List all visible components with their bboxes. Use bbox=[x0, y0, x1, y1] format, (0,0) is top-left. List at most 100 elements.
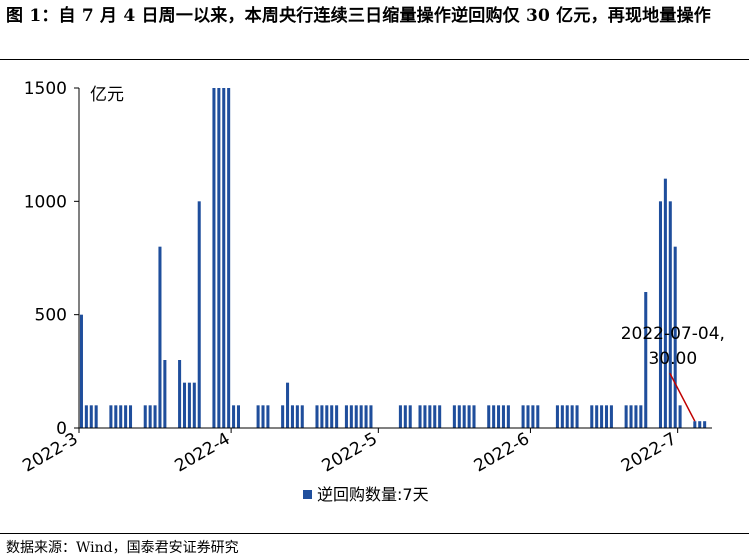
bar bbox=[236, 405, 240, 428]
bar bbox=[354, 405, 358, 428]
source-note: 数据来源：Wind，国泰君安证券研究 bbox=[6, 540, 239, 556]
bar bbox=[217, 88, 221, 428]
bar bbox=[604, 405, 609, 428]
annotation-date: 2022-07-04, bbox=[621, 324, 725, 344]
bar bbox=[94, 405, 98, 428]
x-tick-label: 2022-4 bbox=[171, 429, 233, 476]
bar bbox=[187, 382, 191, 428]
bar bbox=[531, 405, 535, 428]
bar bbox=[452, 405, 456, 428]
bar bbox=[364, 405, 368, 428]
bar bbox=[595, 405, 599, 428]
unit-label: 亿元 bbox=[90, 85, 124, 105]
bar bbox=[227, 88, 231, 428]
bar bbox=[158, 246, 162, 428]
bar-series bbox=[79, 88, 707, 428]
bar bbox=[256, 405, 260, 428]
bar bbox=[330, 405, 334, 428]
bar bbox=[315, 405, 319, 428]
bar bbox=[560, 405, 564, 428]
bar bbox=[467, 405, 471, 428]
bar bbox=[129, 405, 133, 428]
bar bbox=[624, 405, 628, 428]
bar bbox=[182, 382, 187, 428]
bar bbox=[359, 405, 363, 428]
bar bbox=[325, 405, 329, 428]
bar bbox=[349, 405, 353, 428]
bar bbox=[565, 405, 569, 428]
bar bbox=[290, 405, 294, 428]
bar bbox=[472, 405, 476, 428]
source-rule bbox=[0, 533, 749, 534]
bar bbox=[487, 405, 491, 428]
bar bbox=[369, 405, 373, 428]
bar bbox=[408, 405, 412, 428]
x-tick-label: 2022-3 bbox=[19, 429, 81, 476]
bar bbox=[658, 201, 662, 428]
bar bbox=[492, 405, 496, 428]
bar bbox=[639, 405, 643, 428]
bar bbox=[521, 405, 525, 428]
bar bbox=[89, 405, 93, 428]
bar bbox=[178, 360, 182, 428]
y-tick-label: 500 bbox=[35, 306, 67, 326]
annotation-value: 30.00 bbox=[648, 349, 697, 369]
bar bbox=[197, 201, 201, 428]
annotation: 2022-07-04, 30.00 bbox=[621, 324, 725, 422]
bar bbox=[124, 405, 128, 428]
bar bbox=[433, 405, 437, 428]
bar bbox=[300, 405, 304, 428]
bar bbox=[678, 405, 682, 428]
bar bbox=[575, 405, 579, 428]
legend-label: 逆回购数量:7天 bbox=[317, 485, 429, 504]
bar bbox=[109, 405, 113, 428]
bar bbox=[526, 405, 530, 428]
x-ticks: 2022-3 2022-4 2022-5 2022-6 2022-7 bbox=[19, 428, 680, 476]
bar bbox=[281, 405, 285, 428]
bar bbox=[703, 421, 707, 428]
bar bbox=[266, 405, 270, 428]
annotation-leader-line bbox=[669, 372, 696, 422]
bar bbox=[497, 405, 501, 428]
bar bbox=[673, 246, 677, 428]
bar bbox=[84, 405, 88, 428]
bar bbox=[462, 405, 466, 428]
bar bbox=[634, 405, 638, 428]
bar bbox=[644, 292, 648, 428]
bar bbox=[403, 405, 407, 428]
bar bbox=[232, 405, 236, 428]
bar bbox=[344, 405, 348, 428]
bar bbox=[261, 405, 265, 428]
legend-swatch bbox=[303, 490, 312, 499]
bar bbox=[119, 405, 123, 428]
bar bbox=[79, 314, 83, 428]
bar bbox=[423, 405, 427, 428]
bar bbox=[295, 405, 299, 428]
bar bbox=[600, 405, 604, 428]
bar bbox=[663, 178, 667, 428]
bar bbox=[148, 405, 152, 428]
bar bbox=[590, 405, 594, 428]
bar bbox=[457, 405, 461, 428]
bar bbox=[570, 405, 574, 428]
y-tick-label: 0 bbox=[56, 419, 67, 439]
y-tick-label: 1000 bbox=[24, 192, 67, 212]
bar bbox=[335, 405, 339, 428]
bar bbox=[212, 88, 216, 428]
bar bbox=[438, 405, 442, 428]
bar bbox=[536, 405, 540, 428]
bar bbox=[398, 405, 402, 428]
bar bbox=[143, 405, 147, 428]
bar bbox=[163, 360, 167, 428]
y-tick-label: 1500 bbox=[24, 79, 67, 99]
bar bbox=[693, 421, 697, 428]
bar bbox=[555, 405, 559, 428]
bar bbox=[698, 421, 702, 428]
x-tick-label: 2022-7 bbox=[618, 429, 680, 476]
bar bbox=[629, 405, 633, 428]
title-rule bbox=[0, 59, 749, 60]
bar bbox=[668, 201, 672, 428]
bar bbox=[506, 405, 510, 428]
figure-title: 图 1：自 7 月 4 日周一以来，本周央行连续三日缩量操作逆回购仅 30 亿元… bbox=[6, 6, 711, 26]
bar bbox=[609, 405, 613, 428]
